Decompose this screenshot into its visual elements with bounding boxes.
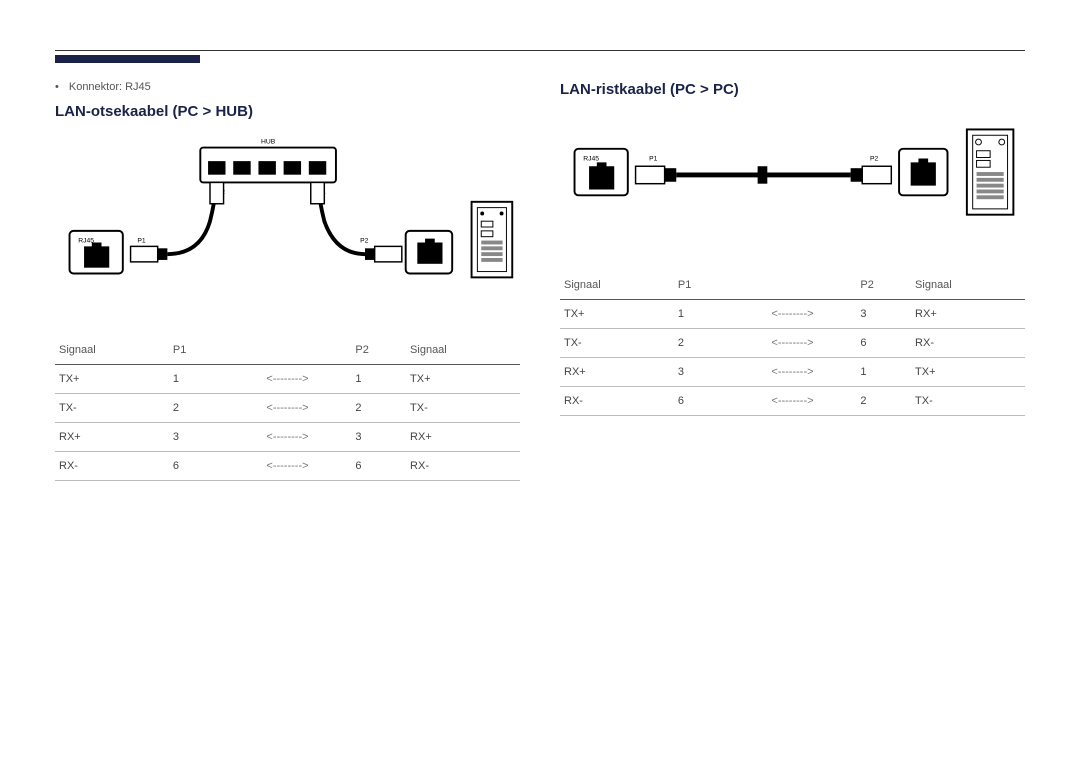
left-p1-label: P1: [137, 238, 146, 245]
table-cell: TX+: [406, 365, 520, 394]
table-cell: <-------->: [224, 452, 352, 481]
table-header-row: Signaal P1 P2 Signaal: [55, 336, 520, 365]
rj45-left-icon: RJ45: [575, 149, 628, 196]
table-cell: <-------->: [224, 423, 352, 452]
cable-plug-right: [365, 246, 402, 262]
th-signal-1: Signaal: [55, 336, 169, 365]
table-cell: 6: [856, 328, 911, 357]
th-signal-2: Signaal: [406, 336, 520, 365]
table-row: RX+3<-------->3RX+: [55, 423, 520, 452]
th-p2: P2: [856, 271, 911, 300]
table-cell: TX+: [55, 365, 169, 394]
left-column: Konnektor: RJ45 LAN-otsekaabel (PC > HUB…: [55, 81, 520, 481]
table-cell: <-------->: [729, 386, 857, 415]
table-cell: 1: [856, 357, 911, 386]
hub-plug-right: [311, 182, 325, 203]
table-row: RX-6<-------->6RX-: [55, 452, 520, 481]
right-column: LAN-ristkaabel (PC > PC) RJ45 P1: [560, 81, 1025, 481]
table-cell: TX+: [560, 299, 674, 328]
rj45-right-icon: [899, 149, 947, 196]
th-p1: P1: [674, 271, 729, 300]
table-row: TX+1<-------->3RX+: [560, 299, 1025, 328]
table-cell: RX-: [55, 452, 169, 481]
cable-ferrite: [758, 166, 768, 183]
table-cell: RX+: [406, 423, 520, 452]
left-section-title: LAN-otsekaabel (PC > HUB): [55, 103, 520, 120]
p2-label: P2: [870, 155, 879, 162]
table-cell: TX-: [55, 394, 169, 423]
diagram-pc-pc: RJ45 P1 P2: [560, 112, 1025, 248]
table-cell: 2: [856, 386, 911, 415]
table-row: TX+1<-------->1TX+: [55, 365, 520, 394]
th-arrow: [224, 336, 352, 365]
right-p2-label: P2: [360, 238, 369, 245]
table-cell: 6: [351, 452, 406, 481]
right-pinout-table: Signaal P1 P2 Signaal TX+1<-------->3RX+…: [560, 271, 1025, 416]
table-cell: <-------->: [224, 365, 352, 394]
table-header-row: Signaal P1 P2 Signaal: [560, 271, 1025, 300]
table-row: RX-6<-------->2TX-: [560, 386, 1025, 415]
table-row: TX-2<-------->6RX-: [560, 328, 1025, 357]
accent-bar: [55, 55, 200, 63]
table-cell: RX+: [911, 299, 1025, 328]
top-horizontal-rule: [55, 50, 1025, 51]
connector-note: Konnektor: RJ45: [55, 81, 520, 93]
table-cell: RX-: [911, 328, 1025, 357]
table-cell: 1: [169, 365, 224, 394]
table-row: TX-2<-------->2TX-: [55, 394, 520, 423]
table-row: RX+3<-------->1TX+: [560, 357, 1025, 386]
table-cell: TX-: [911, 386, 1025, 415]
table-cell: 1: [351, 365, 406, 394]
right-section-title: LAN-ristkaabel (PC > PC): [560, 81, 1025, 98]
table-cell: 2: [674, 328, 729, 357]
table-cell: RX+: [55, 423, 169, 452]
rj45-label: RJ45: [583, 155, 599, 162]
content-columns: Konnektor: RJ45 LAN-otsekaabel (PC > HUB…: [55, 81, 1025, 481]
left-pinout-table: Signaal P1 P2 Signaal TX+1<-------->1TX+…: [55, 336, 520, 481]
table-cell: RX-: [560, 386, 674, 415]
rj45-right-icon: [406, 231, 453, 274]
table-cell: <-------->: [729, 299, 857, 328]
table-cell: RX-: [406, 452, 520, 481]
table-cell: <-------->: [224, 394, 352, 423]
table-cell: RX+: [560, 357, 674, 386]
plug-right: [851, 166, 892, 183]
table-cell: 2: [351, 394, 406, 423]
table-cell: 3: [351, 423, 406, 452]
diagram-pc-hub: HUB P2 P1 RJ45 P1: [55, 134, 520, 313]
th-arrow: [729, 271, 857, 300]
th-signal-1: Signaal: [560, 271, 674, 300]
cable-plug-left: [131, 246, 168, 262]
hub-icon: [200, 148, 336, 183]
pc-tower-icon: [967, 129, 1014, 214]
left-table-body: TX+1<-------->1TX+TX-2<-------->2TX-RX+3…: [55, 365, 520, 481]
table-cell: 3: [169, 423, 224, 452]
table-cell: 3: [856, 299, 911, 328]
pc-tower-icon: [472, 202, 513, 278]
table-cell: TX-: [406, 394, 520, 423]
table-cell: <-------->: [729, 357, 857, 386]
table-cell: 3: [674, 357, 729, 386]
p1-label: P1: [649, 155, 658, 162]
table-cell: TX+: [911, 357, 1025, 386]
table-cell: 2: [169, 394, 224, 423]
th-p2: P2: [351, 336, 406, 365]
th-p1: P1: [169, 336, 224, 365]
table-cell: 6: [674, 386, 729, 415]
right-table-body: TX+1<-------->3RX+TX-2<-------->6RX-RX+3…: [560, 299, 1025, 415]
plug-left: [636, 166, 677, 183]
table-cell: 1: [674, 299, 729, 328]
table-cell: <-------->: [729, 328, 857, 357]
table-cell: 6: [169, 452, 224, 481]
th-signal-2: Signaal: [911, 271, 1025, 300]
hub-plug-left: [210, 182, 224, 203]
table-cell: TX-: [560, 328, 674, 357]
rj45-left-icon: RJ45: [70, 231, 123, 274]
hub-label: HUB: [261, 139, 276, 146]
